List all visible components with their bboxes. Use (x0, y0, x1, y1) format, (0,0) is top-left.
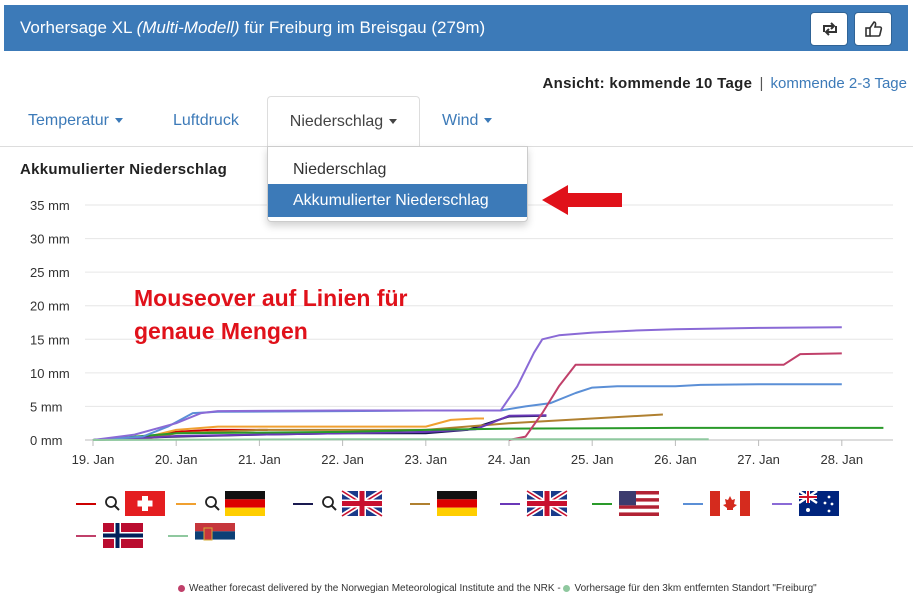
series-line (92, 438, 709, 441)
annotation-line-1: Mouseover auf Linien für (134, 285, 408, 311)
y-tick-label: 35 mm (30, 198, 70, 213)
flag-us-icon (619, 491, 659, 516)
footer-sources: Weather forecast delivered by the Norweg… (178, 583, 817, 594)
flag-ch-icon (125, 491, 165, 516)
flag-de-icon (437, 491, 477, 516)
caret-down-icon (389, 119, 398, 125)
view-selector: Ansicht: kommende 10 Tage | kommende 2-3… (542, 75, 907, 92)
hd-magnifier-icon (105, 496, 120, 511)
mouseover-annotation: Mouseover auf Linien für genaue Mengen (134, 282, 407, 348)
tab-label: Wind (442, 112, 479, 129)
source-dot-2 (563, 584, 571, 592)
x-tick-label: 23. Jan (404, 452, 447, 467)
series-line (92, 383, 842, 441)
tab-label: Niederschlag (289, 113, 384, 130)
repost-icon (823, 22, 837, 36)
y-tick-label: 10 mm (30, 366, 70, 381)
source-1: Weather forecast delivered by the Norweg… (189, 583, 555, 594)
flag-ca-icon (710, 491, 750, 516)
flag-de-icon (225, 491, 265, 516)
x-tick-label: 25. Jan (571, 452, 614, 467)
tab-temperatur[interactable]: Temperatur (28, 96, 123, 145)
like-button[interactable] (854, 12, 892, 46)
repost-button[interactable] (810, 12, 848, 46)
title-suffix: für Freiburg im Breisgau (279m) (244, 18, 486, 37)
series-line (92, 326, 842, 441)
hd-magnifier-icon (322, 496, 337, 511)
menu-item-niederschlag[interactable]: Niederschlag (293, 161, 387, 178)
x-tick-label: 19. Jan (72, 452, 115, 467)
tab-luftdruck[interactable]: Luftdruck (173, 96, 239, 145)
y-tick-label: 15 mm (30, 332, 70, 347)
caret-down-icon (114, 118, 123, 124)
y-tick-label: 5 mm (30, 399, 63, 414)
tab-niederschlag[interactable]: Niederschlag (267, 96, 420, 146)
page-title: Vorhersage XL (Multi-Modell) für Freibur… (20, 18, 485, 38)
menu-item-akkumulierter-niederschlag[interactable]: Akkumulierter Niederschlag (268, 184, 527, 217)
header-bar: Vorhersage XL (Multi-Modell) für Freibur… (4, 5, 908, 51)
x-tick-label: 26. Jan (654, 452, 697, 467)
red-arrow-icon (542, 185, 622, 215)
source-separator: - (554, 583, 564, 594)
x-tick-label: 24. Jan (488, 452, 531, 467)
title-model: (Multi-Modell) (136, 18, 240, 37)
hd-magnifier-icon (205, 496, 220, 511)
flag-gb-icon (525, 490, 569, 519)
flag-rs-icon (195, 523, 235, 548)
x-tick-label: 21. Jan (238, 452, 281, 467)
view-alt-link[interactable]: kommende 2-3 Tage (770, 75, 907, 92)
title-prefix: Vorhersage XL (20, 18, 132, 37)
view-separator: | (759, 75, 764, 92)
flag-no-icon (103, 523, 143, 548)
annotation-line-2: genaue Mengen (134, 318, 308, 344)
x-tick-label: 28. Jan (820, 452, 863, 467)
caret-down-icon (484, 118, 493, 124)
y-tick-label: 0 mm (30, 433, 63, 448)
y-tick-label: 25 mm (30, 265, 70, 280)
precipitation-chart: 0 mm 5 mm 10 mm 15 mm 20 mm 25 mm 30 mm 35 mm 19… (30, 198, 893, 467)
tab-label: Luftdruck (173, 112, 239, 129)
x-tick-label: 27. Jan (737, 452, 780, 467)
tab-bar: Temperatur Luftdruck Niederschlag Wind (0, 96, 913, 146)
view-label: Ansicht: kommende 10 Tage (542, 75, 753, 92)
niederschlag-dropdown-menu: Niederschlag Akkumulierter Niederschlag (267, 146, 528, 222)
x-tick-label: 20. Jan (155, 452, 198, 467)
tab-label: Temperatur (28, 112, 109, 129)
y-tick-label: 20 mm (30, 299, 70, 314)
x-tick-label: 22. Jan (321, 452, 364, 467)
series-line (92, 414, 547, 441)
source-dot-1 (178, 584, 185, 592)
y-tick-label: 30 mm (30, 232, 70, 247)
chart-legend (76, 490, 839, 548)
series-line (92, 426, 884, 441)
thumbs-up-icon (865, 21, 883, 37)
source-2: Vorhersage für den 3km entfernten Stando… (574, 583, 817, 594)
chart-title: Akkumulierter Niederschlag (20, 161, 228, 178)
tab-wind[interactable]: Wind (442, 96, 493, 145)
series-line (508, 352, 842, 441)
flag-gb-icon (340, 490, 384, 519)
flag-au-icon (798, 490, 839, 516)
